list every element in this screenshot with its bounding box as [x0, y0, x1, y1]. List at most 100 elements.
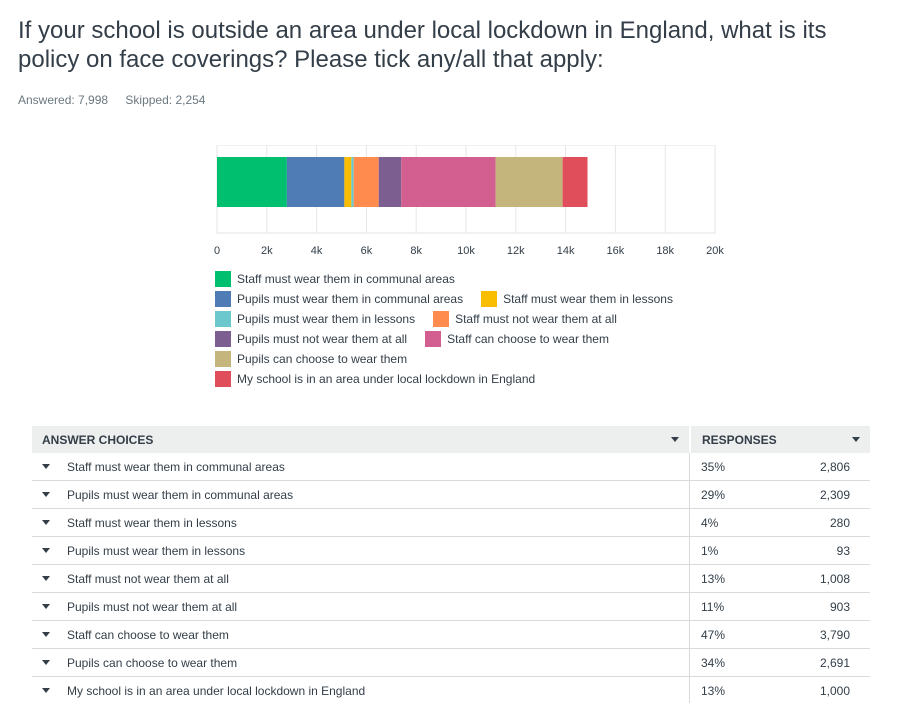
bar-segment[interactable] — [353, 157, 379, 207]
bar-segment[interactable] — [351, 157, 354, 207]
x-tick-label: 14k — [557, 245, 575, 257]
table-row: Pupils can choose to wear them 34% 2,691 — [32, 649, 870, 677]
legend-item[interactable]: Pupils can choose to wear them — [215, 351, 407, 367]
chevron-down-icon[interactable] — [42, 548, 50, 553]
x-tick-label: 8k — [410, 245, 422, 257]
table-row: Staff must wear them in communal areas 35… — [32, 453, 870, 481]
legend-item[interactable]: My school is in an area under local lock… — [215, 371, 535, 387]
response-percent: 13% — [689, 565, 789, 592]
sort-caret-icon[interactable] — [671, 437, 679, 442]
x-tick-label: 4k — [311, 245, 323, 257]
x-tick-label: 12k — [507, 245, 525, 257]
stacked-bar-chart: 0 2k 4k 6k 8k 10k 12k 14k 16k 18k 20k — [214, 145, 724, 257]
legend-label: Pupils must wear them in lessons — [237, 312, 416, 326]
response-count: 2,806 — [819, 459, 850, 474]
answer-choice-label: Staff must wear them in lessons — [67, 515, 237, 530]
answer-choice-label: Staff can choose to wear them — [67, 627, 229, 642]
response-count: 2,691 — [819, 655, 850, 670]
answer-choice-label: Pupils must wear them in communal areas — [67, 487, 294, 502]
bar-segment[interactable] — [217, 157, 287, 207]
x-tick-label: 6k — [361, 245, 373, 257]
bar-segment[interactable] — [344, 157, 352, 207]
answer-choice-cell[interactable]: My school is in an area under local lock… — [32, 677, 689, 703]
table-row: My school is in an area under local lock… — [32, 677, 870, 703]
x-tick-label: 18k — [656, 245, 674, 257]
response-count: 903 — [829, 599, 850, 614]
answer-choices-header[interactable]: ANSWER CHOICES — [32, 426, 689, 453]
legend-swatch — [215, 351, 231, 367]
bar-segment[interactable] — [562, 157, 588, 207]
response-count: 93 — [836, 543, 850, 558]
table-row: Staff must not wear them at all 13% 1,008 — [32, 565, 870, 593]
answer-choice-cell[interactable]: Staff must wear them in communal areas — [32, 453, 689, 480]
answer-choice-cell[interactable]: Staff must wear them in lessons — [32, 509, 689, 536]
legend-item[interactable]: Staff must wear them in communal areas — [215, 271, 455, 287]
answer-choice-label: Staff must wear them in communal areas — [67, 459, 285, 474]
sort-caret-icon[interactable] — [852, 437, 860, 442]
bar-segment[interactable] — [286, 157, 345, 207]
answer-choice-label: Pupils can choose to wear them — [67, 655, 238, 670]
chevron-down-icon[interactable] — [42, 604, 50, 609]
response-percent: 13% — [689, 677, 789, 703]
legend-label: Pupils can choose to wear them — [237, 352, 408, 366]
legend-label: Staff must wear them in lessons — [503, 292, 673, 306]
response-count: 2,309 — [819, 487, 850, 502]
legend-label: My school is in an area under local lock… — [237, 372, 536, 386]
answer-choice-label: Pupils must wear them in lessons — [67, 543, 246, 558]
x-tick-label: 0 — [214, 245, 220, 257]
legend-label: Staff must not wear them at all — [455, 312, 617, 326]
answer-choice-cell[interactable]: Staff can choose to wear them — [32, 621, 689, 648]
legend-item[interactable]: Pupils must wear them in lessons — [215, 311, 415, 327]
bar-segment[interactable] — [401, 157, 496, 207]
answer-choice-cell[interactable]: Pupils must wear them in lessons — [32, 537, 689, 564]
bar-segment[interactable] — [495, 157, 563, 207]
answer-choice-cell[interactable]: Pupils must wear them in communal areas — [32, 481, 689, 508]
response-percent: 47% — [689, 621, 789, 648]
x-tick-label: 20k — [706, 245, 724, 257]
chevron-down-icon[interactable] — [42, 688, 50, 693]
legend-swatch — [215, 331, 231, 347]
legend-item[interactable]: Pupils must wear them in communal areas — [215, 291, 463, 307]
legend-label: Pupils must not wear them at all — [237, 332, 408, 346]
legend-swatch — [215, 371, 231, 387]
answer-choice-label: Pupils must not wear them at all — [67, 599, 238, 614]
legend-item[interactable]: Staff must wear them in lessons — [481, 291, 673, 307]
answer-choice-cell[interactable]: Staff must not wear them at all — [32, 565, 689, 592]
legend-label: Pupils must wear them in communal areas — [237, 292, 464, 306]
answer-choice-label: My school is in an area under local lock… — [67, 683, 366, 698]
chevron-down-icon[interactable] — [42, 576, 50, 581]
response-percent: 1% — [689, 537, 789, 564]
table-header: ANSWER CHOICES RESPONSES — [32, 426, 870, 453]
table-row: Staff can choose to wear them 47% 3,790 — [32, 621, 870, 649]
question-title: If your school is outside an area under … — [18, 17, 827, 73]
responses-header[interactable]: RESPONSES — [689, 426, 870, 453]
legend-label: Staff can choose to wear them — [447, 332, 609, 346]
response-count: 1,008 — [819, 571, 850, 586]
bar-segment[interactable] — [378, 157, 402, 207]
legend-item[interactable]: Pupils must not wear them at all — [215, 331, 407, 347]
response-count: 280 — [829, 515, 850, 530]
legend-item[interactable]: Staff can choose to wear them — [425, 331, 609, 347]
table-row: Pupils must wear them in communal areas 2… — [32, 481, 870, 509]
table-body: Staff must wear them in communal areas 35… — [32, 453, 870, 703]
response-percent: 11% — [689, 593, 789, 620]
skipped-count: Skipped: 2,254 — [125, 93, 206, 107]
x-tick-label: 10k — [457, 245, 475, 257]
legend-label: Staff must wear them in communal areas — [237, 272, 455, 286]
response-percent: 4% — [689, 509, 789, 536]
legend-item[interactable]: Staff must not wear them at all — [433, 311, 617, 327]
answer-choice-cell[interactable]: Pupils must not wear them at all — [32, 593, 689, 620]
table-row: Pupils must not wear them at all 11% 903 — [32, 593, 870, 621]
chevron-down-icon[interactable] — [42, 520, 50, 525]
table-row: Pupils must wear them in lessons 1% 93 — [32, 537, 870, 565]
answer-choice-label: Staff must not wear them at all — [67, 571, 229, 586]
chevron-down-icon[interactable] — [42, 492, 50, 497]
answer-choice-cell[interactable]: Pupils can choose to wear them — [32, 649, 689, 676]
chevron-down-icon[interactable] — [42, 464, 50, 469]
chevron-down-icon[interactable] — [42, 632, 50, 637]
responses-header-label: RESPONSES — [702, 432, 777, 447]
x-tick-label: 2k — [261, 245, 273, 257]
chevron-down-icon[interactable] — [42, 660, 50, 665]
legend-swatch — [215, 271, 231, 287]
legend-swatch — [215, 311, 231, 327]
